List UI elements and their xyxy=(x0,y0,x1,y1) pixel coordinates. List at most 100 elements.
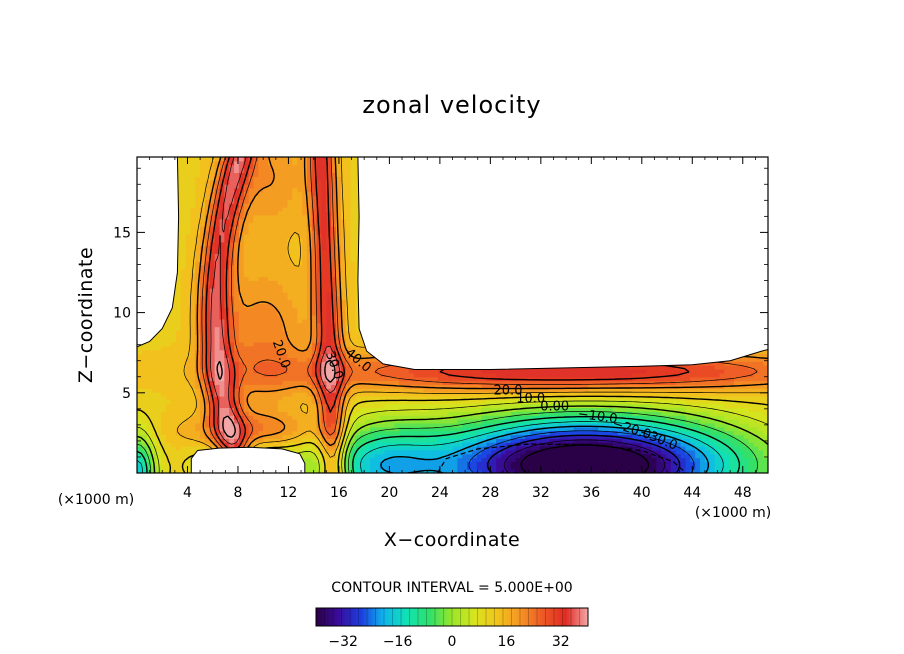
contour-cell xyxy=(204,368,211,374)
contour-cell xyxy=(170,395,177,401)
contour-cell xyxy=(311,384,318,389)
contour-cell xyxy=(345,291,352,297)
contour-cell xyxy=(161,399,167,405)
contour-cell xyxy=(326,411,332,416)
contour-cell xyxy=(311,341,318,347)
contour-cell xyxy=(316,257,323,262)
contour-cell xyxy=(224,218,230,224)
contour-cell xyxy=(306,257,313,262)
contour-cell xyxy=(263,234,269,239)
contour-cell xyxy=(355,392,361,397)
contour-cell xyxy=(219,257,225,262)
contour-cell xyxy=(219,353,225,358)
contour-cell xyxy=(229,357,235,362)
contour-cell xyxy=(350,195,357,200)
contour-cell xyxy=(214,160,221,166)
contour-cell xyxy=(345,237,352,243)
contour-cell xyxy=(268,403,274,409)
contour-cell xyxy=(282,338,289,343)
contour-cell xyxy=(214,357,221,362)
contour-cell xyxy=(340,303,347,308)
contour-cell xyxy=(200,249,206,254)
contour-cell xyxy=(141,419,148,424)
contour-cell xyxy=(394,407,400,412)
contour-cell xyxy=(219,191,225,197)
contour-cell xyxy=(350,322,357,328)
contour-cell xyxy=(141,395,148,401)
contour-cell xyxy=(185,322,191,328)
contour-cell xyxy=(156,399,162,405)
contour-cell xyxy=(306,311,313,316)
contour-cell xyxy=(287,288,293,293)
contour-cell xyxy=(185,469,191,473)
contour-cell xyxy=(243,438,250,443)
contour-cell xyxy=(234,365,240,370)
contour-cell xyxy=(277,303,284,308)
contour-cell xyxy=(277,291,284,297)
contour-cell xyxy=(248,191,255,197)
contour-cell xyxy=(287,257,293,262)
contour-cell xyxy=(253,322,259,328)
contour-cell xyxy=(243,203,250,208)
contour-cell xyxy=(326,399,332,405)
contour-cell xyxy=(282,392,289,397)
contour-cell xyxy=(418,368,424,374)
contour-cell xyxy=(238,330,245,335)
contour-cell xyxy=(190,237,196,243)
contour-cell xyxy=(355,315,361,320)
contour-cell xyxy=(297,426,303,432)
contour-cell xyxy=(287,264,293,270)
contour-cell xyxy=(403,438,410,443)
contour-cell xyxy=(321,180,327,185)
contour-cell xyxy=(272,264,279,270)
contour-cell xyxy=(161,419,167,424)
contour-cell xyxy=(263,438,269,443)
contour-cell xyxy=(166,446,172,451)
contour-cell xyxy=(345,249,352,254)
contour-cell xyxy=(190,322,196,328)
contour-cell xyxy=(365,403,371,409)
contour-cell xyxy=(345,226,352,231)
contour-cell xyxy=(365,388,371,393)
contour-cell xyxy=(389,457,395,463)
contour-cell xyxy=(336,330,342,335)
contour-cell xyxy=(268,288,274,293)
contour-cell xyxy=(331,465,337,470)
contour-cell xyxy=(292,245,298,251)
contour-cell xyxy=(302,411,308,416)
contour-cell xyxy=(306,395,313,401)
contour-cell xyxy=(248,349,255,355)
contour-cell xyxy=(292,284,298,289)
contour-cell xyxy=(214,280,221,285)
contour-cell xyxy=(243,280,250,285)
contour-cell xyxy=(350,157,357,162)
contour-cell xyxy=(263,392,269,397)
contour-cell xyxy=(282,230,289,235)
contour-cell xyxy=(326,249,332,254)
contour-cell xyxy=(331,449,337,455)
contour-cell xyxy=(238,326,245,332)
contour-cell xyxy=(394,446,400,451)
contour-cell xyxy=(287,164,293,170)
contour-cell xyxy=(190,230,196,235)
contour-cell xyxy=(258,237,264,243)
contour-cell xyxy=(418,438,424,443)
contour-cell xyxy=(263,419,269,424)
contour-cell xyxy=(258,341,264,347)
contour-cell xyxy=(306,168,313,174)
contour-cell xyxy=(141,399,148,405)
contour-cell xyxy=(379,411,386,416)
contour-cell xyxy=(170,315,177,320)
contour-cell xyxy=(355,426,361,432)
contour-cell xyxy=(219,318,225,324)
contour-cell xyxy=(161,330,167,335)
contour-cell xyxy=(151,384,158,389)
contour-cell xyxy=(180,191,187,197)
contour-cell xyxy=(302,303,308,308)
contour-cell xyxy=(253,210,259,216)
contour-cell xyxy=(190,415,196,420)
contour-cell xyxy=(238,303,245,308)
contour-cell xyxy=(166,334,172,339)
contour-cell xyxy=(287,214,293,220)
contour-cell xyxy=(156,442,162,447)
